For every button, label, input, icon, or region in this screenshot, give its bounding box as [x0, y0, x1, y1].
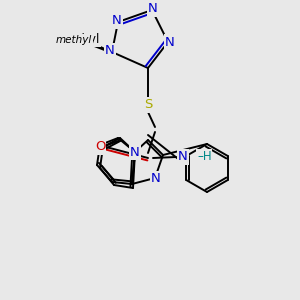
Text: N: N	[105, 44, 115, 58]
Text: N: N	[130, 146, 140, 158]
Text: N: N	[148, 2, 158, 16]
Text: N: N	[112, 14, 122, 28]
Text: methyl: methyl	[59, 34, 101, 46]
Text: S: S	[144, 98, 152, 112]
Text: N: N	[130, 146, 140, 158]
Text: N: N	[151, 172, 161, 185]
Text: N: N	[178, 151, 188, 164]
Text: methyl: methyl	[56, 35, 92, 45]
Text: –H: –H	[197, 149, 212, 163]
Text: N: N	[165, 35, 175, 49]
Text: O: O	[95, 140, 105, 154]
